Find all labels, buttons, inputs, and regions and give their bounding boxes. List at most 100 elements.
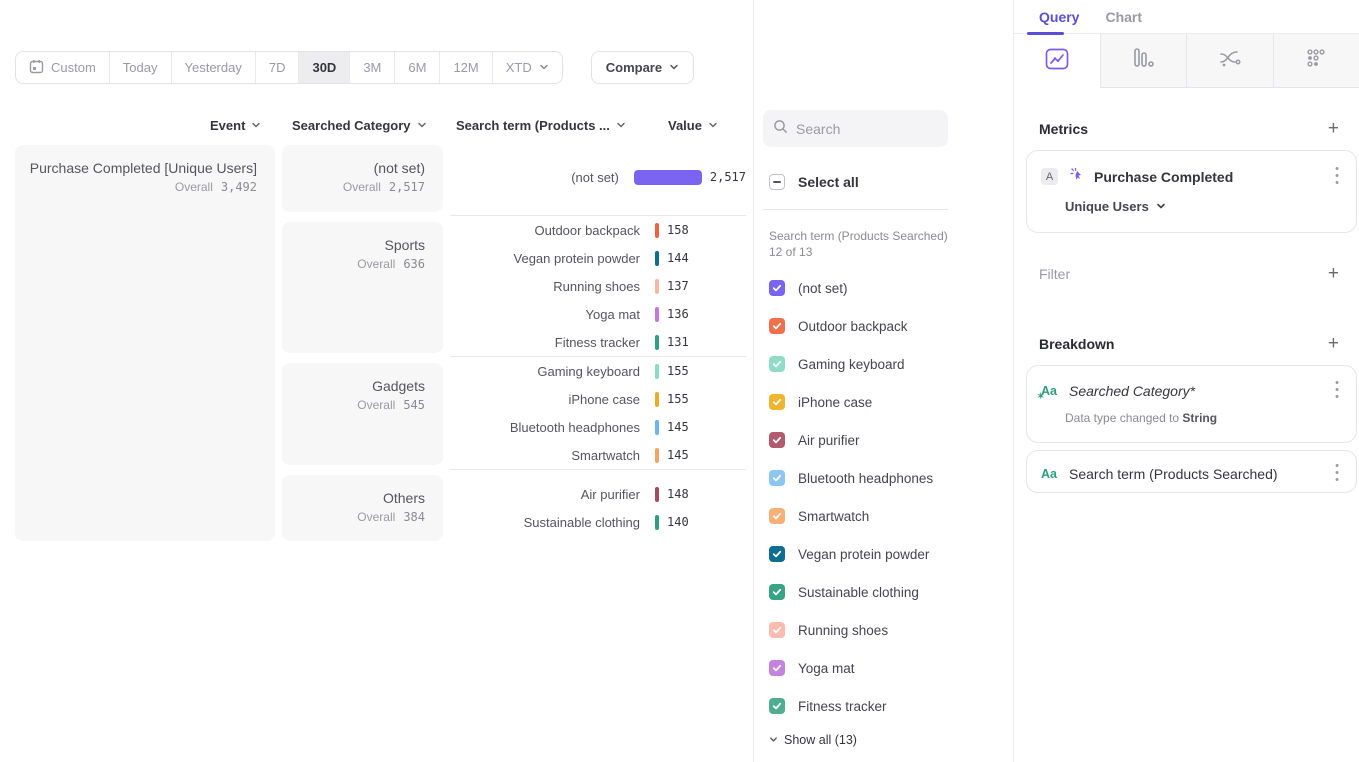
date-range-segmented-control: Custom Today Yesterday 7D 30D 3M 6M 12M … xyxy=(15,51,563,84)
breakdown-card-search-term[interactable]: Aa Search term (Products Searched) • • • xyxy=(1026,450,1357,493)
table-row[interactable]: Vegan protein powder 144 xyxy=(513,250,689,266)
breakdown-card-searched-category[interactable]: Aa ✶ Searched Category* • • • Data type cha… xyxy=(1026,365,1357,443)
table-row[interactable]: Yoga mat 136 xyxy=(585,306,689,322)
checkbox-item-outdoor-backpack[interactable]: Outdoor backpack xyxy=(769,307,933,345)
kebab-menu-icon[interactable]: • • • xyxy=(1335,460,1339,487)
checkbox-item-sustainable-clothing[interactable]: Sustainable clothing xyxy=(769,573,933,611)
checkbox-item-not-set[interactable]: (not set) xyxy=(769,269,933,307)
tab-query[interactable]: Query xyxy=(1039,8,1080,25)
filter-section-header: Filter + xyxy=(1039,264,1339,283)
table-row[interactable]: Bluetooth headphones 145 xyxy=(509,419,689,435)
metric-letter-badge: A xyxy=(1041,168,1058,186)
date-range-custom[interactable]: Custom xyxy=(16,52,110,83)
table-row[interactable]: (not set) 2,517 xyxy=(571,169,746,185)
table-row[interactable]: Fitness tracker 131 xyxy=(554,334,689,350)
value-bar xyxy=(655,334,659,350)
string-property-icon: Aa xyxy=(1041,466,1057,481)
search-box[interactable] xyxy=(763,110,948,147)
checked-checkbox-icon xyxy=(769,280,785,296)
event-cell[interactable]: Purchase Completed [Unique Users] Overal… xyxy=(15,145,275,541)
active-tab-underline xyxy=(1027,32,1064,35)
category-cell-others[interactable]: Others Overall 384 xyxy=(282,475,443,541)
checkbox-item-gaming-keyboard[interactable]: Gaming keyboard xyxy=(769,345,933,383)
tab-insights-line-chart[interactable] xyxy=(1014,34,1101,88)
value-bar xyxy=(655,419,659,435)
date-range-3m[interactable]: 3M xyxy=(350,52,396,83)
checkbox-item-iphone-case[interactable]: iPhone case xyxy=(769,383,933,421)
checkbox-item-yoga-mat[interactable]: Yoga mat xyxy=(769,649,933,687)
kebab-menu-icon[interactable]: • • • xyxy=(1335,163,1339,190)
show-all-toggle[interactable]: Show all (13) xyxy=(769,733,857,747)
date-range-7d[interactable]: 7D xyxy=(256,52,300,83)
event-sparkle-icon xyxy=(1068,166,1084,187)
measurement-dropdown[interactable]: Unique Users xyxy=(1065,199,1356,214)
filter-title: Filter xyxy=(1039,265,1071,282)
event-name: Purchase Completed [Unique Users] xyxy=(29,160,257,176)
checkbox-item-bluetooth-headphones[interactable]: Bluetooth headphones xyxy=(769,459,933,497)
tab-flows[interactable] xyxy=(1187,34,1274,88)
checkbox-item-vegan-protein-powder[interactable]: Vegan protein powder xyxy=(769,535,933,573)
checkbox-item-air-purifier[interactable]: Air purifier xyxy=(769,421,933,459)
chevron-down-icon xyxy=(708,118,718,133)
date-range-label: Custom xyxy=(51,60,96,75)
string-property-icon: Aa ✶ xyxy=(1037,383,1057,401)
category-cell-not-set[interactable]: (not set) Overall 2,517 xyxy=(282,145,443,212)
chevron-down-icon xyxy=(251,118,261,133)
metric-event-name: Purchase Completed xyxy=(1094,168,1234,185)
value-bar xyxy=(655,278,659,294)
checkbox-item-smartwatch[interactable]: Smartwatch xyxy=(769,497,933,535)
category-cell-sports[interactable]: Sports Overall 636 xyxy=(282,222,443,353)
kebab-menu-icon[interactable]: • • • xyxy=(1335,377,1339,404)
checked-checkbox-icon xyxy=(769,622,785,638)
checkbox-item-running-shoes[interactable]: Running shoes xyxy=(769,611,933,649)
checked-checkbox-icon xyxy=(769,470,785,486)
value-bar xyxy=(655,306,659,322)
metric-card[interactable]: A Purchase Completed • • • Unique Users xyxy=(1026,150,1357,233)
table-row[interactable]: Sustainable clothing 140 xyxy=(523,514,689,530)
date-range-yesterday[interactable]: Yesterday xyxy=(172,52,256,83)
add-metric-button[interactable]: + xyxy=(1327,118,1339,139)
breakdown-section-header: Breakdown + xyxy=(1039,334,1339,353)
date-range-12m[interactable]: 12M xyxy=(440,52,493,83)
table-row[interactable]: iPhone case 155 xyxy=(568,391,689,407)
value-bar xyxy=(655,514,659,530)
date-range-6m[interactable]: 6M xyxy=(395,52,441,83)
tab-retention-dots[interactable] xyxy=(1273,34,1359,88)
divider xyxy=(763,209,948,210)
date-range-xtd[interactable]: XTD xyxy=(493,52,562,83)
column-header-event[interactable]: Event xyxy=(210,118,261,133)
row-group-separator xyxy=(450,215,746,216)
category-cell-gadgets[interactable]: Gadgets Overall 545 xyxy=(282,363,443,465)
add-breakdown-button[interactable]: + xyxy=(1327,333,1339,354)
breakdown-property-name: Search term (Products Searched) xyxy=(1069,465,1278,482)
value-bar xyxy=(655,486,659,502)
tab-chart[interactable]: Chart xyxy=(1105,8,1143,25)
table-row[interactable]: Outdoor backpack 158 xyxy=(534,222,689,238)
date-range-30d[interactable]: 30D xyxy=(299,52,351,83)
bar-chart-icon xyxy=(1131,47,1155,74)
checked-checkbox-icon xyxy=(769,698,785,714)
checkbox-item-fitness-tracker[interactable]: Fitness tracker xyxy=(769,687,933,725)
column-header-search-term[interactable]: Search term (Products ... xyxy=(456,118,626,133)
table-row[interactable]: Smartwatch 145 xyxy=(571,447,689,463)
tab-funnels-bar-chart[interactable] xyxy=(1100,34,1187,88)
date-range-today[interactable]: Today xyxy=(110,52,172,83)
calendar-icon xyxy=(29,59,44,77)
add-filter-button[interactable]: + xyxy=(1327,263,1339,284)
table-row[interactable]: Air purifier 148 xyxy=(580,486,689,502)
column-header-value[interactable]: Value xyxy=(668,118,718,133)
search-input[interactable] xyxy=(796,120,936,137)
value-bar xyxy=(655,250,659,266)
checked-checkbox-icon xyxy=(769,660,785,676)
compare-button[interactable]: Compare xyxy=(590,51,695,84)
select-all-checkbox[interactable]: Select all xyxy=(769,174,859,190)
chevron-down-icon xyxy=(669,60,679,75)
breakdown-property-name: Searched Category* xyxy=(1069,382,1196,399)
segment-filter-panel: Select all Search term (Products Searche… xyxy=(753,0,1013,762)
column-header-searched-category[interactable]: Searched Category xyxy=(292,118,427,133)
table-row[interactable]: Gaming keyboard 155 xyxy=(537,363,689,379)
table-row[interactable]: Running shoes 137 xyxy=(553,278,689,294)
indeterminate-checkbox-icon xyxy=(769,174,785,190)
value-bar xyxy=(655,222,659,238)
chevron-down-icon xyxy=(417,118,427,133)
